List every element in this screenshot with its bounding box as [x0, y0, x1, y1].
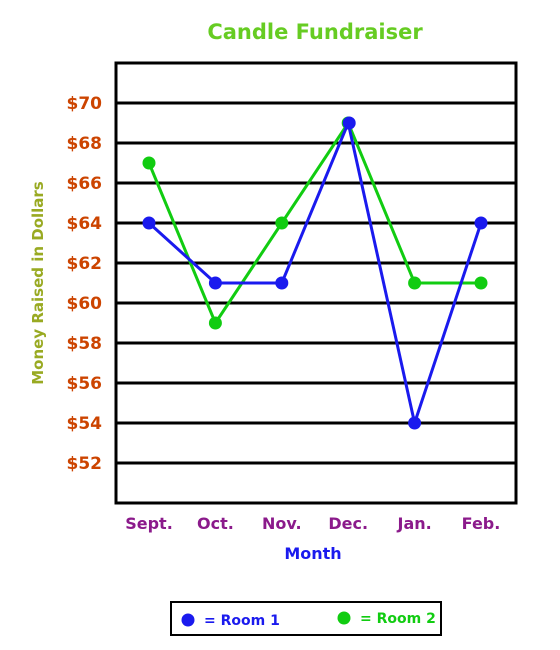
y-tick-label: $64 — [67, 214, 103, 234]
y-tick-label: $54 — [67, 414, 103, 434]
y-axis-ticks: $52 $54 $56 $58 $60 $62 $64 $66 $68 $70 — [67, 94, 103, 474]
legend-box — [170, 601, 442, 636]
legend-marker — [337, 611, 351, 625]
data-point — [408, 276, 422, 290]
y-axis-label: Money Raised in Dollars — [29, 181, 47, 385]
series-line-2 — [147, 121, 481, 325]
data-point — [275, 216, 289, 230]
legend-marker — [181, 613, 195, 627]
data-point — [208, 276, 222, 290]
y-tick-label: $66 — [67, 174, 103, 194]
data-point — [342, 116, 356, 130]
data-point — [208, 316, 222, 330]
x-tick-label: Jan. — [396, 514, 431, 533]
legend-label: = Room 1 — [204, 613, 280, 629]
legend: = Room 1 = Room 2 — [170, 601, 442, 636]
plot-area — [114, 61, 518, 505]
grid-lines — [116, 101, 516, 465]
x-tick-label: Dec. — [328, 514, 368, 533]
data-point — [474, 216, 488, 230]
series-line-1 — [147, 121, 483, 425]
x-axis-label: Month — [284, 544, 341, 563]
y-tick-label: $70 — [67, 94, 103, 114]
y-tick-label: $60 — [67, 294, 103, 314]
data-point — [474, 276, 488, 290]
data-point — [142, 156, 156, 170]
data-point — [142, 216, 156, 230]
x-tick-label: Sept. — [125, 514, 173, 533]
series-layer — [142, 116, 488, 430]
x-tick-label: Feb. — [462, 514, 501, 533]
x-axis-ticks: Sept. Oct. Nov. Dec. Jan. Feb. — [125, 514, 500, 533]
x-tick-label: Oct. — [197, 514, 234, 533]
x-tick-label: Nov. — [262, 514, 302, 533]
data-point — [408, 416, 422, 430]
y-tick-label: $58 — [67, 334, 103, 354]
chart-title: Candle Fundraiser — [207, 20, 423, 44]
series-1 — [142, 116, 488, 430]
legend-label: = Room 2 — [360, 611, 436, 627]
y-tick-label: $52 — [67, 454, 103, 474]
data-point — [275, 276, 289, 290]
y-tick-label: $56 — [67, 374, 103, 394]
y-tick-label: $68 — [67, 134, 103, 154]
y-tick-label: $62 — [67, 254, 103, 274]
